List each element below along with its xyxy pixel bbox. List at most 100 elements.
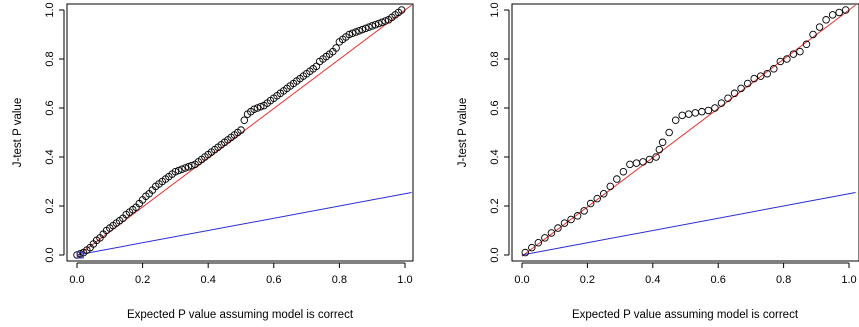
data-point — [606, 182, 615, 191]
data-point — [770, 65, 778, 73]
data-point — [250, 105, 258, 113]
data-point — [174, 166, 183, 175]
y-tick-label: 0.4 — [489, 149, 501, 164]
y-tick-label: 0.8 — [489, 51, 501, 66]
x-tick-label: 0.6 — [711, 274, 726, 286]
data-point — [371, 20, 380, 29]
data-point — [828, 11, 837, 19]
data-point — [743, 79, 752, 88]
data-point — [822, 16, 830, 24]
data-point — [756, 72, 765, 80]
data-point — [841, 6, 850, 14]
data-point — [534, 238, 543, 247]
data-point — [691, 109, 700, 117]
data-point — [737, 84, 745, 93]
x-tick-label: 0.0 — [69, 274, 84, 286]
data-point — [698, 107, 706, 116]
data-point — [171, 167, 180, 176]
data-point — [600, 189, 608, 198]
data-point — [645, 155, 654, 164]
plot-area — [521, 4, 856, 257]
data-point — [711, 104, 719, 112]
data-point — [560, 219, 569, 227]
data-point — [724, 94, 732, 102]
data-point — [665, 128, 673, 137]
data-point — [378, 18, 386, 27]
x-tick-label: 0.2 — [135, 274, 150, 286]
data-point — [358, 25, 367, 34]
data-point — [381, 17, 390, 25]
data-point — [776, 57, 785, 66]
x-tick-label: 0.4 — [201, 274, 216, 286]
data-point — [355, 27, 363, 35]
data-point — [345, 30, 353, 39]
x-tick-label: 0.2 — [580, 274, 595, 286]
x-tick-label: 1.0 — [841, 274, 856, 286]
x-tick-label: 1.0 — [397, 274, 412, 286]
data-point — [652, 153, 660, 161]
data-point — [528, 243, 536, 252]
data-point — [619, 167, 628, 176]
data-point — [580, 207, 588, 215]
blue-square-marker — [76, 251, 84, 259]
data-point — [188, 161, 196, 170]
x-tick-label: 0.8 — [776, 274, 791, 286]
data-point — [655, 145, 664, 154]
data-point — [365, 23, 373, 31]
y-tick-label: 0.6 — [489, 100, 501, 115]
y-tick-label: 0.8 — [44, 51, 56, 66]
reference-line-red — [521, 4, 856, 257]
data-point — [815, 23, 824, 31]
data-point — [332, 44, 340, 52]
x-tick-label: 0.6 — [266, 274, 281, 286]
y-tick-label: 0.0 — [44, 247, 56, 262]
data-point — [521, 248, 530, 257]
data-point — [573, 212, 582, 220]
data-point — [750, 74, 758, 83]
data-point — [547, 229, 556, 237]
data-point — [586, 199, 595, 208]
data-point — [802, 40, 811, 49]
data-point — [626, 160, 634, 169]
data-point — [240, 116, 249, 124]
data-point — [181, 164, 189, 172]
data-point — [613, 175, 621, 183]
data-point — [704, 106, 713, 115]
data-point — [368, 22, 376, 30]
right-plot-panel: 0.0 0.2 0.4 0.6 0.8 1.0 0.0 0.2 0.4 0.6 0.8 1.0 Expe… — [457, 2, 859, 321]
data-point — [835, 8, 843, 17]
data-point — [763, 69, 772, 78]
reference-line-blue — [521, 192, 856, 256]
plot-area — [73, 4, 412, 259]
data-point — [184, 163, 193, 171]
x-axis-title: Expected P value assuming model is corre… — [572, 309, 799, 321]
data-point — [541, 234, 549, 242]
data-point — [554, 224, 562, 232]
plot-frame — [511, 3, 859, 262]
data-point — [685, 110, 693, 118]
data-point — [375, 19, 383, 28]
data-point — [658, 138, 667, 147]
y-tick-label: 0.0 — [489, 247, 501, 262]
data-point — [678, 111, 686, 120]
data-point — [730, 89, 739, 98]
x-tick-label: 0.4 — [645, 274, 660, 286]
data-point — [671, 116, 680, 124]
data-point — [352, 28, 360, 36]
left-plot-panel: 0.0 0.2 0.4 0.6 0.8 1.0 0.0 0.2 0.4 0.6 0.8 1.0 Expe… — [12, 2, 414, 321]
plot-frame — [66, 3, 414, 262]
y-tick-label: 1.0 — [489, 2, 501, 17]
data-point — [348, 29, 357, 38]
data-point — [567, 215, 575, 224]
data-point — [639, 158, 647, 166]
data-point — [237, 126, 245, 134]
x-axis-title: Expected P value assuming model is corre… — [127, 309, 354, 321]
data-point — [717, 99, 726, 107]
data-point — [593, 194, 601, 203]
data-point — [789, 50, 798, 58]
data-point — [796, 47, 804, 56]
data-point — [397, 6, 406, 14]
data-point — [632, 159, 641, 167]
y-tick-label: 0.4 — [44, 149, 56, 164]
